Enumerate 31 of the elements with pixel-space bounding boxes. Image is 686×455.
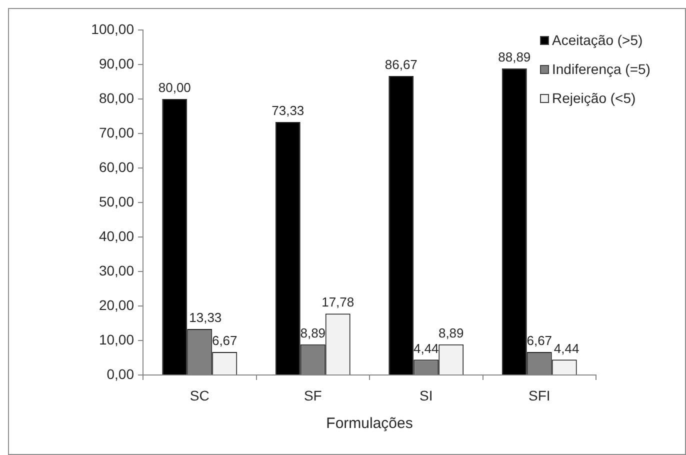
data-label: 8,89: [300, 325, 326, 340]
data-label: 80,00: [158, 80, 191, 96]
x-tick-label: SI: [420, 387, 433, 404]
y-tick-label: 50,00: [98, 193, 134, 210]
data-label: 6,67: [526, 333, 552, 348]
legend-label: Indiferença (=5): [552, 61, 650, 77]
data-label: 8,89: [438, 325, 464, 340]
data-label: 88,89: [498, 49, 531, 64]
x-tick-label: SF: [304, 387, 322, 404]
data-label: 4,44: [554, 340, 580, 356]
data-label: 17,78: [322, 294, 354, 310]
y-tick-label: 40,00: [98, 228, 134, 244]
data-label: 13,33: [189, 310, 222, 326]
data-label: 73,33: [272, 103, 304, 118]
y-tick-label: 70,00: [98, 124, 134, 140]
y-tick-label: 90,00: [98, 55, 134, 72]
y-tick-label: 80,00: [98, 90, 134, 106]
x-tick-label: SFI: [528, 387, 550, 404]
y-tick-label: 0,00: [106, 366, 134, 382]
text: Rejeição (<5): [552, 90, 636, 106]
y-tick-label: 20,00: [98, 296, 134, 313]
y-tick-label: 100,00: [91, 20, 134, 37]
x-axis-title: Formulações: [326, 415, 413, 432]
legend-label: Aceitação (>5): [552, 32, 643, 48]
data-label: 86,67: [384, 57, 418, 72]
y-tick-label: 10,00: [98, 331, 134, 348]
data-label: 6,67: [212, 333, 238, 348]
y-tick-label: 30,00: [98, 262, 134, 278]
x-tick-label: SC: [190, 387, 210, 404]
data-label: 4,44: [413, 340, 439, 356]
y-tick-label: 60,00: [98, 158, 134, 175]
